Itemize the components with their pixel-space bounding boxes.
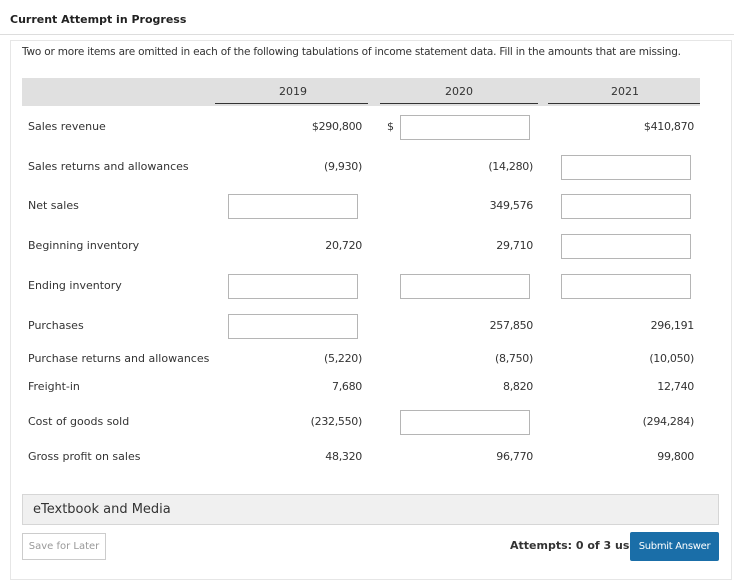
row-label: Net sales: [28, 199, 79, 212]
media-bar[interactable]: [22, 494, 719, 525]
amount: 7,680: [332, 380, 362, 393]
column-underline: [548, 103, 700, 104]
row-label: Cost of goods sold: [28, 415, 130, 428]
currency-symbol: $: [387, 120, 394, 133]
amount: (8,750): [495, 352, 533, 365]
divider: [0, 34, 734, 35]
table-header: [22, 78, 700, 106]
amount: 12,740: [657, 380, 694, 393]
title: Current Attempt in Progress: [10, 13, 187, 26]
column-header: 2021: [611, 85, 639, 98]
row-label: Sales revenue: [28, 120, 106, 133]
amount-input[interactable]: [228, 314, 358, 339]
row-label: Purchase returns and allowances: [28, 352, 210, 365]
attempts: Attempts: 0 of 3 used: [510, 539, 645, 552]
amount-input[interactable]: [400, 410, 530, 435]
amount: (9,930): [324, 160, 362, 173]
amount: 99,800: [657, 450, 694, 463]
amount: (232,550): [310, 415, 363, 428]
instructions: Two or more items are omitted in each of…: [22, 46, 681, 58]
save-button[interactable]: Save for Later: [22, 533, 106, 560]
column-header: 2020: [445, 85, 473, 98]
amount: 20,720: [325, 239, 362, 252]
amount-input[interactable]: [561, 234, 691, 259]
row-label: Sales returns and allowances: [28, 160, 189, 173]
amount: (14,280): [488, 160, 533, 173]
amount-input[interactable]: [561, 194, 691, 219]
amount: (294,284): [642, 415, 695, 428]
row-label: Beginning inventory: [28, 239, 140, 252]
amount: $290,800: [311, 120, 362, 133]
amount: (5,220): [324, 352, 362, 365]
amount-input[interactable]: [400, 115, 530, 140]
column-header: 2019: [279, 85, 307, 98]
amount: 29,710: [496, 239, 533, 252]
amount: 296,191: [650, 319, 695, 332]
row-label: Purchases: [28, 319, 84, 332]
question-panel: [10, 40, 732, 580]
column-underline: [380, 103, 538, 104]
amount-input[interactable]: [561, 274, 691, 299]
amount-input[interactable]: [561, 155, 691, 180]
amount: $410,870: [643, 120, 694, 133]
amount-input[interactable]: [400, 274, 530, 299]
column-underline: [215, 103, 368, 104]
row-label: Freight-in: [28, 380, 80, 393]
row-label: Gross profit on sales: [28, 450, 141, 463]
row-label: Ending inventory: [28, 279, 122, 292]
media-label: eTextbook and Media: [33, 502, 171, 517]
amount: 349,576: [489, 199, 534, 212]
amount-input[interactable]: [228, 194, 358, 219]
submit-button[interactable]: Submit Answer: [630, 532, 719, 561]
amount: 48,320: [325, 450, 362, 463]
amount: 96,770: [496, 450, 533, 463]
amount: 257,850: [489, 319, 534, 332]
amount: 8,820: [503, 380, 533, 393]
amount-input[interactable]: [228, 274, 358, 299]
amount: (10,050): [649, 352, 694, 365]
